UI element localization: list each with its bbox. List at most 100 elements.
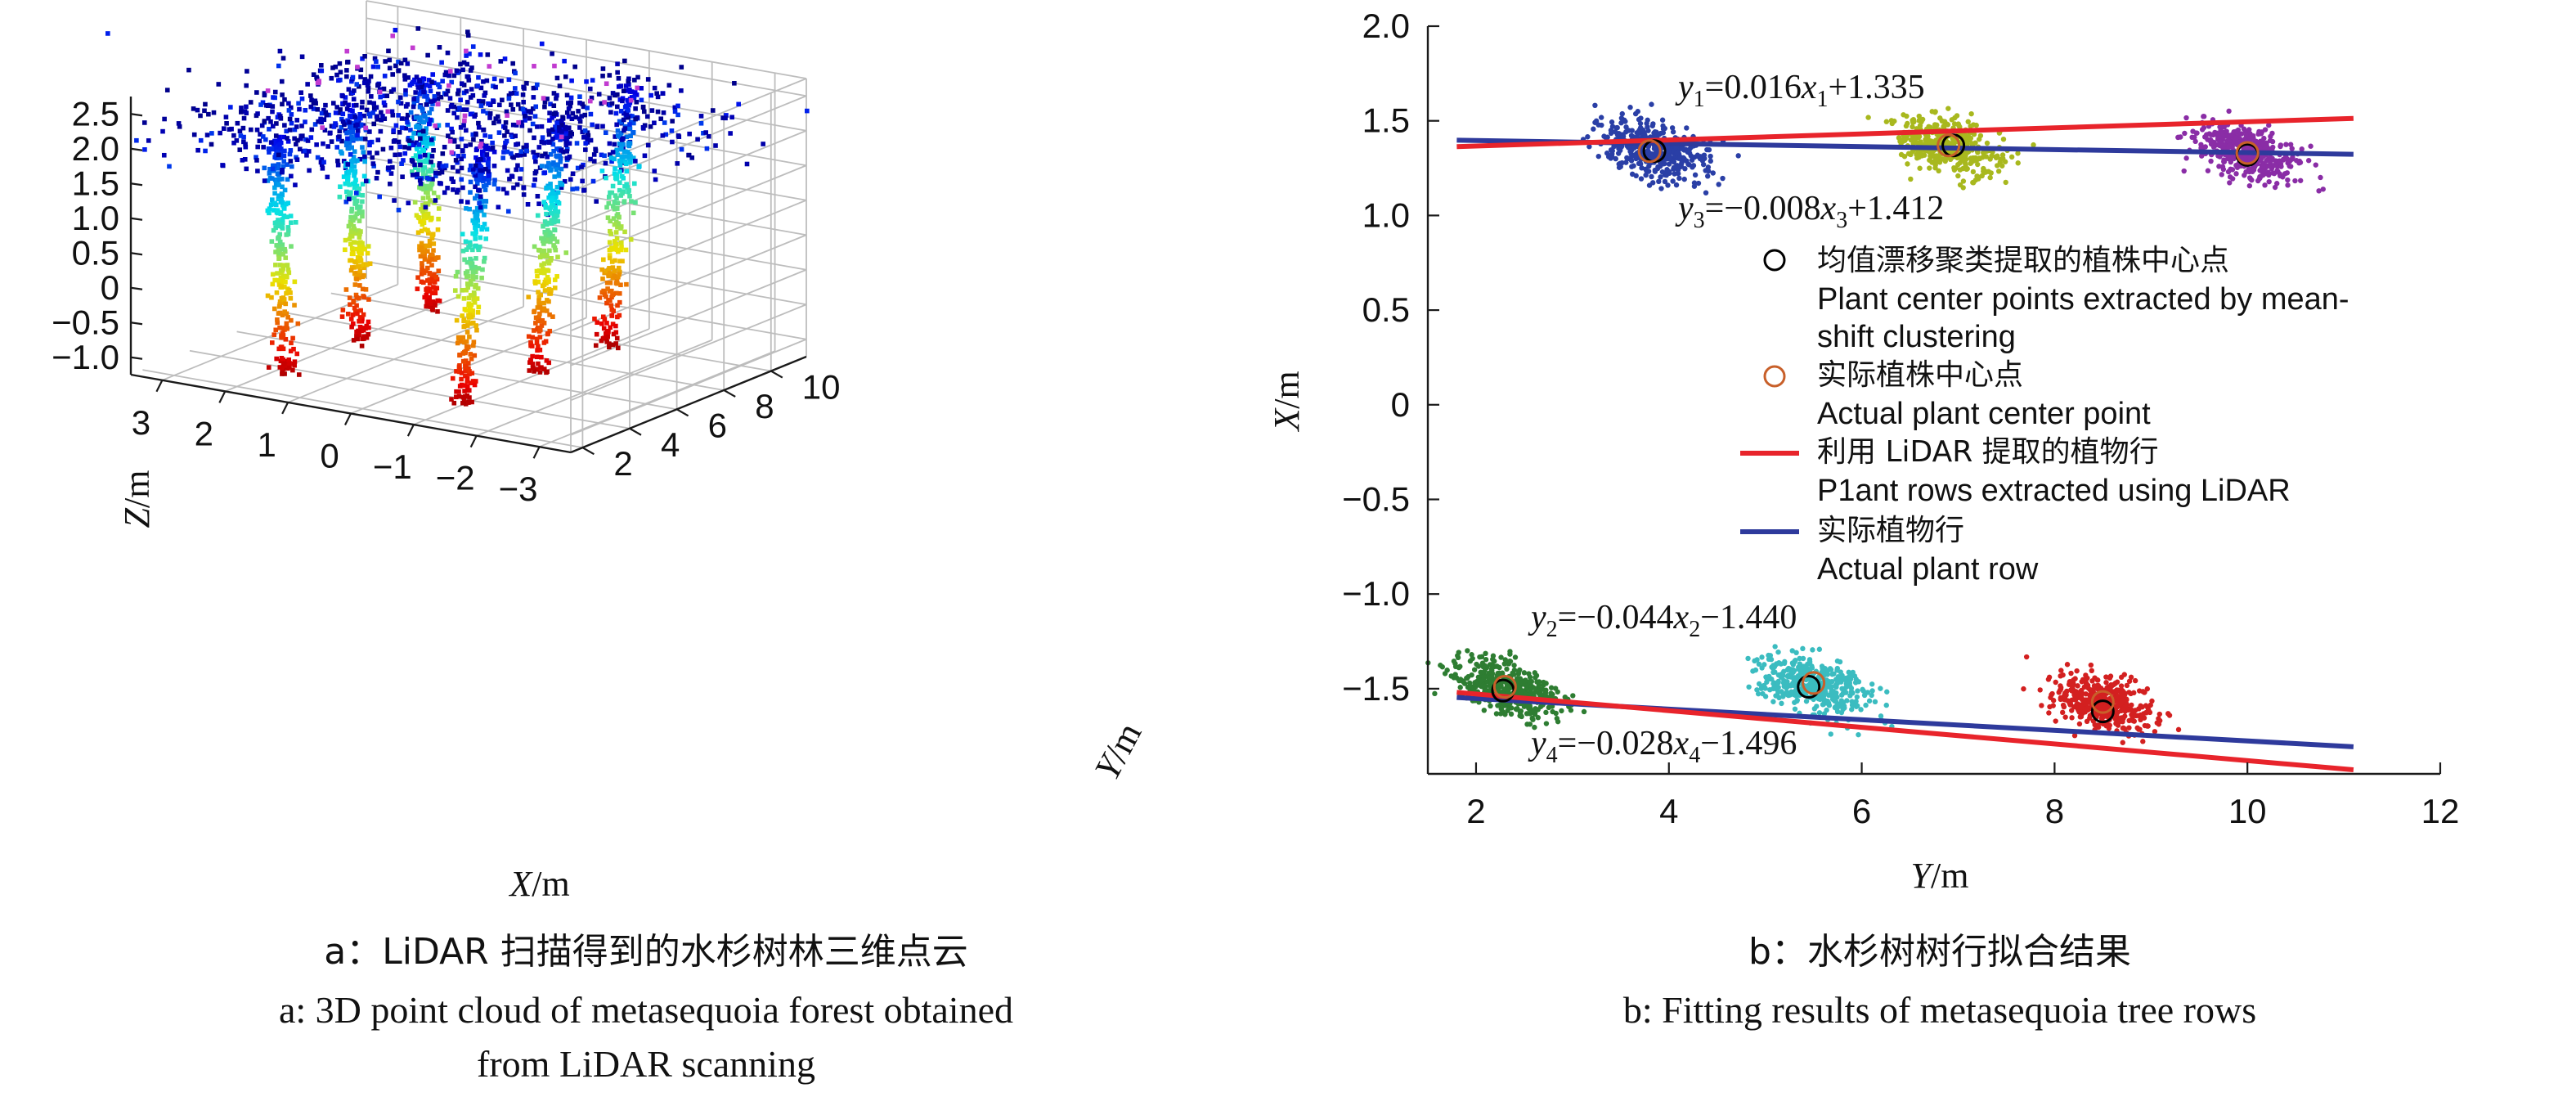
trunk-point: [362, 246, 367, 252]
trunk-point: [454, 317, 460, 323]
trunk-point: [352, 282, 358, 287]
canopy-point: [375, 64, 381, 70]
cluster-point: [1501, 661, 1507, 667]
trunk-point: [541, 266, 545, 271]
cluster-point: [1460, 678, 1465, 684]
trunk-point: [359, 274, 365, 279]
trunk-point: [566, 114, 572, 119]
canopy-point: [554, 120, 559, 125]
trunk-point: [344, 189, 349, 195]
cluster-point: [2260, 164, 2266, 169]
canopy-point: [461, 83, 467, 88]
trunk-point: [437, 206, 442, 211]
canopy-point: [164, 88, 170, 92]
trunk-point: [614, 335, 620, 341]
trunk-point: [486, 180, 491, 186]
cluster-point: [1537, 704, 1544, 709]
cluster-point: [1899, 138, 1905, 144]
trunk-point: [281, 204, 286, 209]
canopy-point: [620, 98, 625, 104]
canopy-point: [645, 77, 651, 82]
canopy-point: [510, 61, 515, 66]
trunk-point: [271, 227, 276, 233]
canopy-point: [202, 108, 207, 114]
trunk-point: [278, 268, 284, 273]
cluster-point: [1905, 120, 1910, 127]
trunk-point: [624, 281, 629, 287]
canopy-point: [513, 70, 518, 76]
trunk-point: [352, 185, 357, 191]
trunk-point: [340, 308, 346, 312]
cluster-point: [1970, 169, 1977, 175]
trunk-point: [464, 323, 470, 328]
canopy-point: [511, 90, 517, 96]
trunk-point: [435, 298, 441, 303]
canopy-point: [422, 152, 428, 158]
trunk-point: [361, 294, 367, 300]
cluster-point: [1507, 659, 1513, 664]
canopy-point: [577, 101, 582, 106]
canopy-point: [481, 175, 487, 181]
cluster-point: [2053, 679, 2058, 686]
trunk-point: [286, 357, 292, 362]
trunk-point: [622, 105, 628, 110]
canopy-point: [396, 139, 402, 145]
canopy-point: [620, 137, 625, 142]
canopy-point: [596, 92, 602, 97]
trunk-point: [627, 193, 632, 199]
canopy-point: [191, 132, 197, 137]
canopy-point: [367, 129, 372, 134]
trunk-point: [544, 164, 550, 169]
trunk-point: [611, 216, 617, 221]
cluster-point: [2226, 108, 2232, 115]
trunk-point: [607, 271, 613, 276]
canopy-point: [423, 205, 429, 210]
trunk-point: [473, 275, 478, 280]
trunk-point: [558, 159, 563, 164]
canopy-point: [338, 107, 343, 112]
cluster-point: [2062, 714, 2068, 720]
trunk-point: [421, 86, 427, 92]
trunk-point: [280, 184, 285, 190]
canopy-point: [496, 130, 502, 135]
cluster-point: [1465, 674, 1471, 680]
trunk-point: [592, 316, 597, 321]
canopy-point: [579, 164, 584, 169]
canopy-point: [603, 160, 608, 166]
canopy-point: [384, 93, 390, 99]
canopy-point: [686, 152, 692, 158]
trunk-point: [465, 285, 470, 290]
trunk-point: [286, 287, 292, 293]
trunk-point: [473, 269, 478, 275]
canopy-point: [500, 97, 505, 103]
canopy-point: [447, 96, 453, 101]
canopy-point: [572, 64, 577, 70]
canopy-point-cloud: [319, 97, 691, 218]
trunk-point: [357, 232, 362, 236]
canopy-point: [285, 136, 289, 141]
tree-cluster: [1425, 648, 1587, 731]
canopy-point: [658, 116, 664, 122]
trunk-point: [532, 309, 536, 315]
cluster-point: [1977, 133, 1984, 139]
canopy-point: [304, 153, 309, 158]
cluster-point: [1759, 654, 1765, 660]
canopy-point: [477, 200, 482, 206]
canopy-point: [615, 61, 620, 66]
canopy-point: [242, 157, 248, 162]
canopy-point: [297, 106, 302, 112]
canopy-point: [511, 185, 516, 191]
trunk-point: [473, 196, 478, 201]
trunk-point: [457, 353, 463, 357]
trunk-point: [464, 259, 470, 265]
canopy-point: [433, 198, 438, 203]
trunk-point: [288, 348, 294, 353]
cluster-point: [1533, 689, 1538, 695]
trunk-point: [541, 248, 547, 254]
canopy-point: [633, 116, 638, 122]
cluster-point: [2233, 128, 2239, 135]
trunk-point: [277, 325, 282, 330]
cluster-point: [1628, 158, 1635, 164]
trunk-point: [532, 369, 536, 374]
cluster-point: [1498, 706, 1504, 712]
